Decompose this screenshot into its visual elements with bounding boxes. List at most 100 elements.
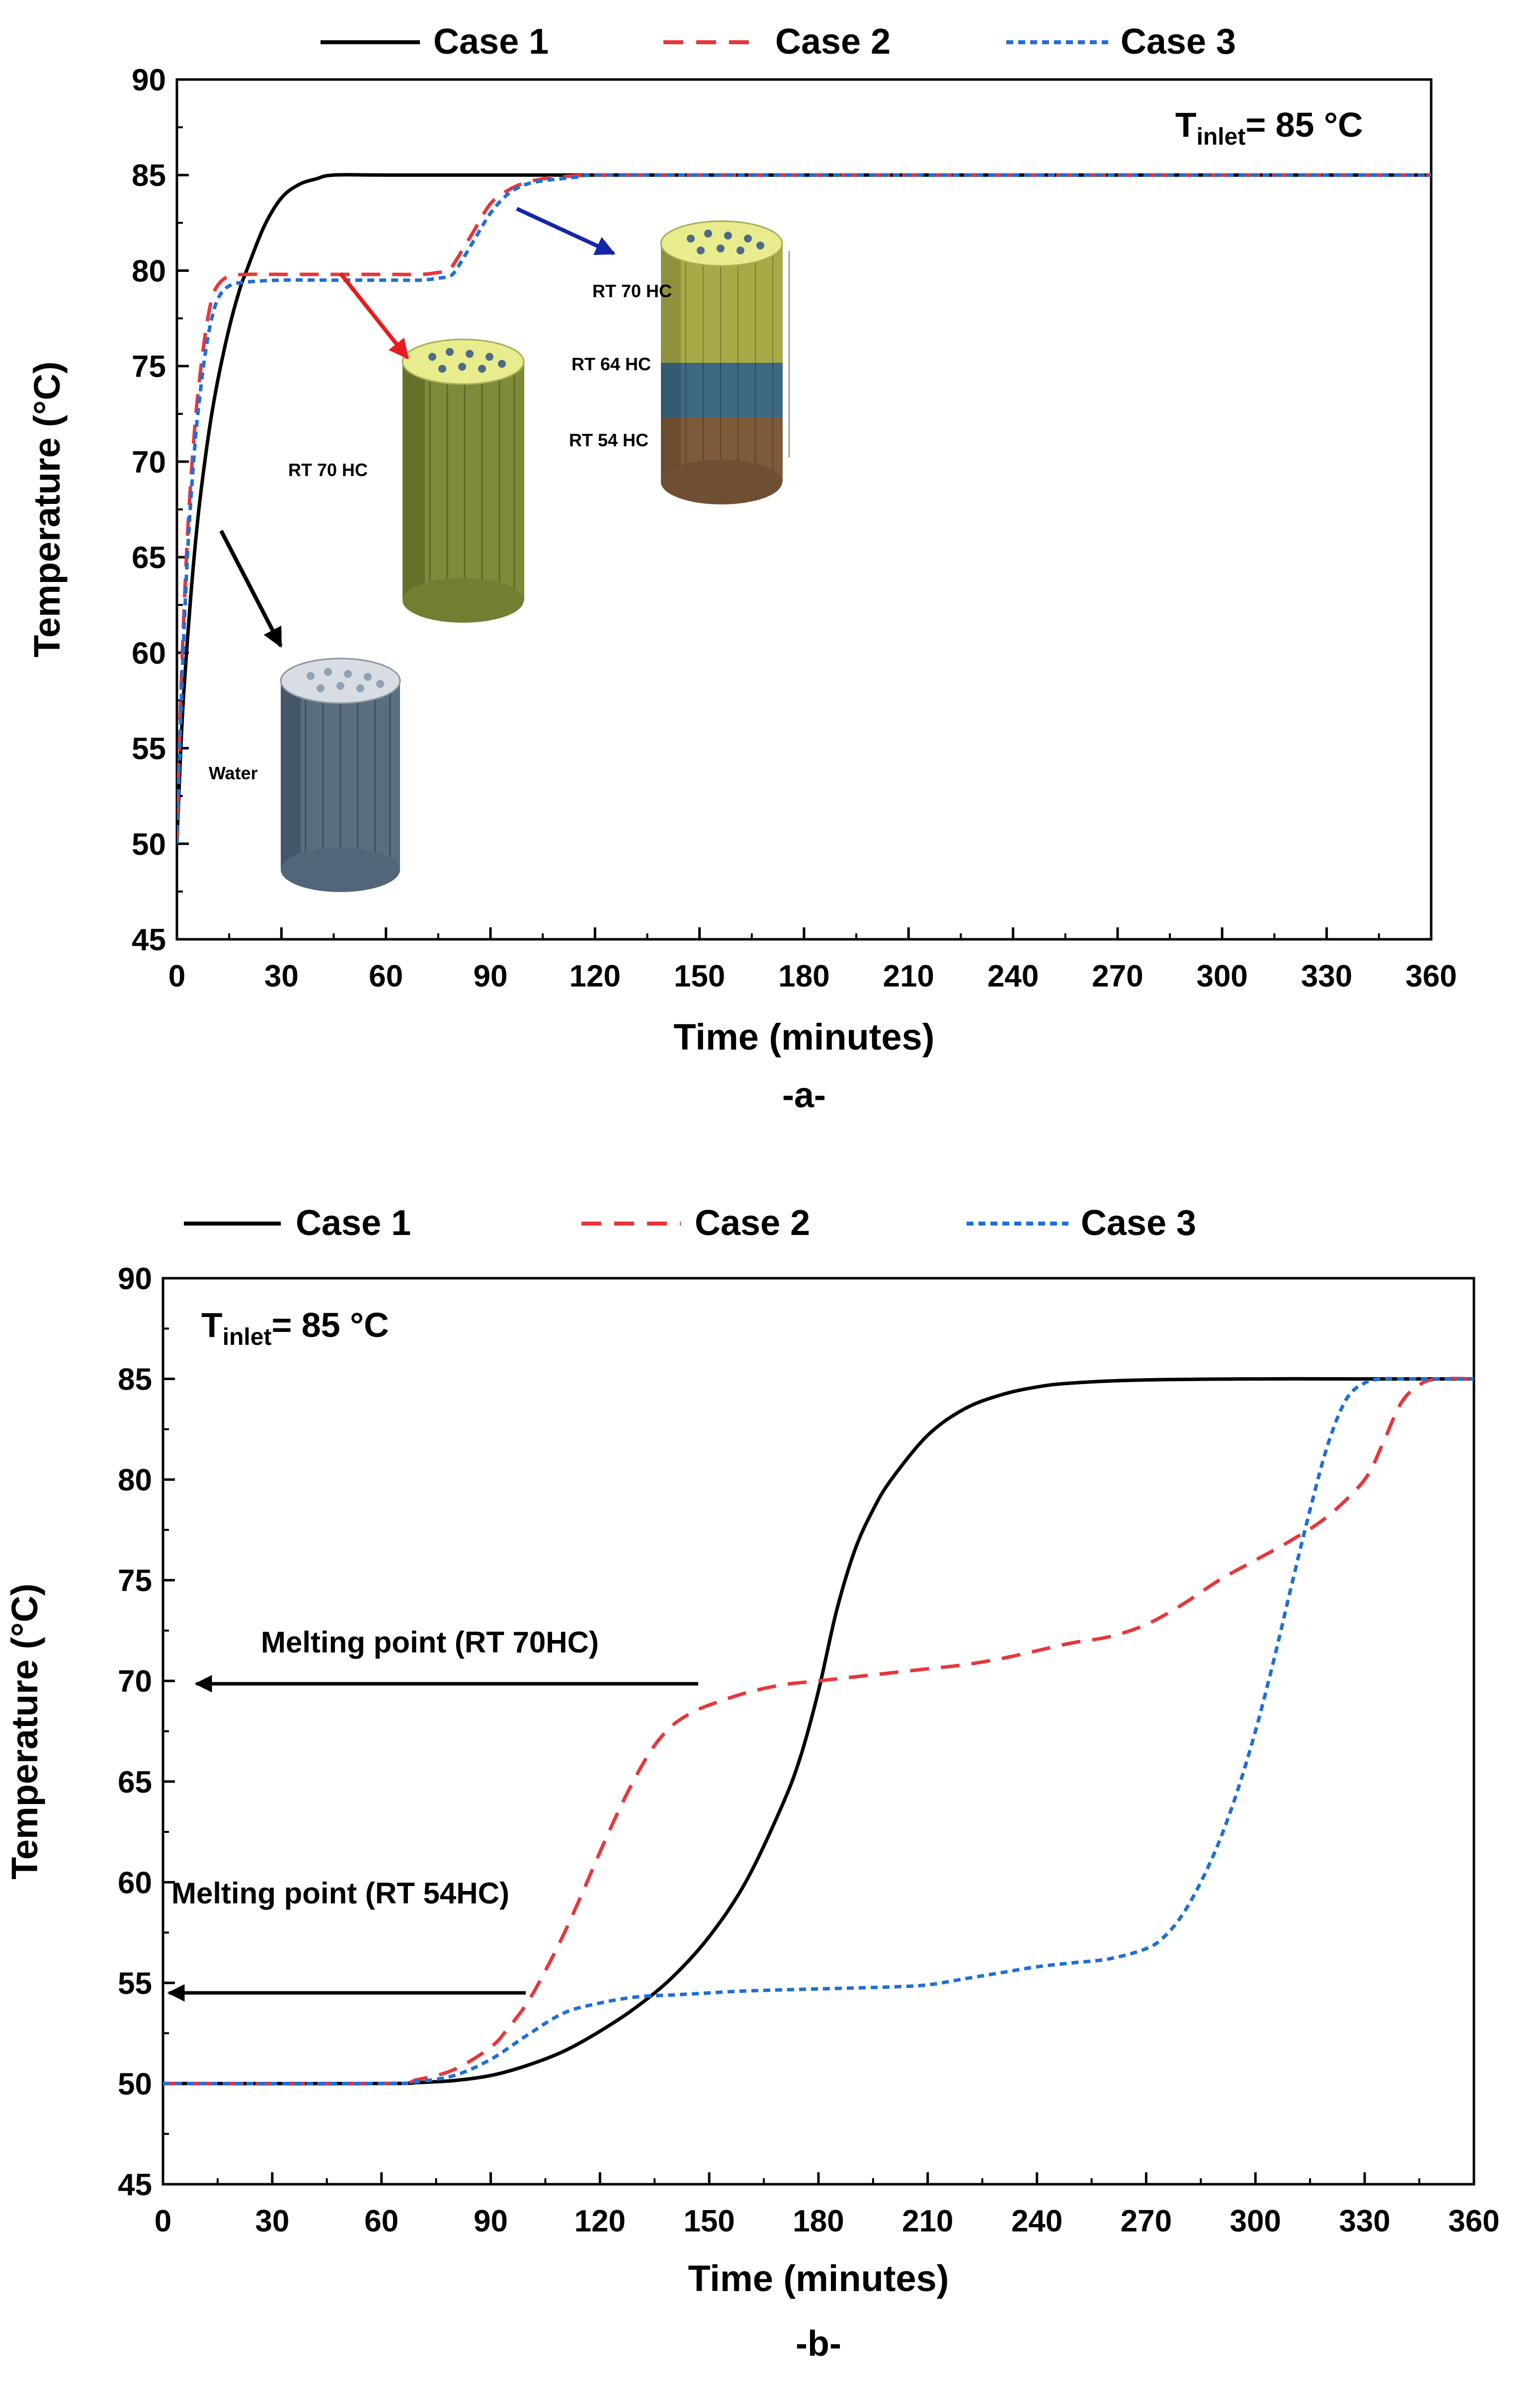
layered-tank-bottom: [661, 460, 782, 504]
x-tick-label: 120: [569, 959, 621, 993]
panel-a-case2-line: [177, 173, 1431, 844]
y-tick-label: 70: [118, 1664, 152, 1699]
panel-b-case3-line: [163, 1377, 1474, 2086]
x-tick-label: 90: [474, 959, 508, 993]
inset-water-tank: Water: [209, 658, 401, 892]
legend-b-case1-label: Case 1: [296, 1203, 411, 1243]
y-axis-label-b: Temperature (°C): [4, 1583, 45, 1880]
x-tick-label: 240: [987, 959, 1039, 993]
y-tick-label: 70: [132, 445, 166, 480]
x-tick-label: 0: [168, 959, 185, 993]
panel-label-b: -b-: [796, 2324, 841, 2364]
panel-a-case1-line: [177, 173, 1431, 844]
x-tick-label: 90: [474, 2204, 508, 2238]
panel-a: Case 1 Case 2 Case 3 0 30 60 90 120 150 180 210…: [26, 22, 1457, 1115]
layered-tank-rt64-layer: [661, 363, 783, 417]
x-tick-label: 150: [683, 2204, 734, 2238]
tinlet-b-rest: = 85 °C: [271, 1306, 389, 1344]
arrow-to-rt70-tank: [338, 272, 409, 360]
y-tick-label: 80: [118, 1463, 152, 1497]
y-tick-label: 65: [132, 541, 166, 575]
layered-tank-label-rt64: RT 64 HC: [571, 354, 651, 374]
x-tick-label: 120: [574, 2204, 626, 2238]
legend-b-case2-label: Case 2: [695, 1203, 810, 1243]
tinlet-a-sub: inlet: [1197, 124, 1246, 150]
plot-area-b: [162, 1277, 1475, 2186]
y-tick-label: 75: [118, 1564, 152, 1598]
y-tick-label: 65: [118, 1765, 152, 1800]
arrow-to-water-tank: [219, 530, 283, 648]
inset-layered-tank: RT 70 HC RT 64 HC RT 54 HC: [569, 220, 790, 504]
x-tick-label: 300: [1197, 959, 1248, 993]
y-tick-label: 55: [132, 732, 166, 766]
panel-b-case2-line: [163, 1377, 1474, 2086]
panel-b-case1-line: [163, 1377, 1474, 2086]
y-tick-label: 50: [118, 2067, 152, 2101]
x-tick-label: 210: [902, 2204, 953, 2238]
y-axis-label-a: Temperature (°C): [26, 361, 68, 658]
layered-tank-label-rt70: RT 70 HC: [592, 281, 672, 301]
x-tick-label: 270: [1121, 2204, 1172, 2238]
y-tick-label: 90: [132, 63, 166, 97]
water-tank-shade: [281, 681, 301, 870]
y-tick-label: 90: [118, 1262, 152, 1296]
rt70-tank-label: RT 70 HC: [288, 460, 368, 480]
legend-a: Case 1 Case 2 Case 3: [321, 22, 1236, 62]
y-tick-label: 45: [132, 923, 166, 957]
x-axis-label-b: Time (minutes): [688, 2258, 949, 2299]
y-tick-label: 80: [132, 254, 166, 288]
y-tick-label: 75: [132, 350, 166, 384]
x-tick-label: 360: [1448, 2204, 1499, 2238]
legend-a-case2-label: Case 2: [775, 22, 891, 62]
tinlet-annotation-a: Tinlet= 85 °C: [1175, 105, 1363, 150]
rt70-tank-shade: [403, 362, 425, 600]
legend-a-case3-label: Case 3: [1121, 22, 1236, 62]
melting-point-rt70-label: Melting point (RT 70HC): [261, 1626, 599, 1659]
legend-b-case3-label: Case 3: [1081, 1203, 1196, 1243]
tinlet-annotation-b: Tinlet= 85 °C: [201, 1306, 389, 1350]
layered-tank-shade: [661, 244, 681, 482]
x-tick-label: 360: [1405, 959, 1457, 993]
y-tick-label: 55: [118, 1967, 152, 2001]
panel-label-a: -a-: [782, 1075, 826, 1115]
legend-a-case1-label: Case 1: [433, 22, 549, 62]
x-tick-label: 270: [1092, 959, 1143, 993]
layered-tank-label-rt54: RT 54 HC: [569, 430, 648, 450]
x-tick-label: 30: [255, 2204, 289, 2238]
tinlet-a-main: T: [1175, 105, 1197, 144]
x-tick-label: 30: [264, 959, 299, 993]
layered-tank-top: [660, 220, 783, 267]
x-tick-label: 330: [1301, 959, 1352, 993]
x-tick-label: 210: [883, 959, 934, 993]
x-tick-label: 60: [369, 959, 403, 993]
tinlet-b-sub: inlet: [223, 1324, 272, 1350]
tinlet-a-rest: = 85 °C: [1245, 105, 1363, 144]
panel-b: Case 1 Case 2 Case 3 0 30 60 90 120 150 180 210…: [4, 1203, 1500, 2364]
legend-b: Case 1 Case 2 Case 3: [184, 1203, 1196, 1243]
ticks-a: 0 30 60 90 120 150 180 210 240 270 300 330 360 45 50 55…: [132, 63, 1457, 993]
water-tank-label: Water: [209, 763, 258, 783]
x-tick-label: 60: [364, 2204, 399, 2238]
y-tick-label: 60: [132, 636, 166, 670]
water-tank-bottom: [281, 847, 400, 892]
y-tick-label: 85: [132, 159, 166, 193]
ticks-b: 0 30 60 90 120 150 180 210 240 270 300 330 360 45 50 55…: [118, 1262, 1500, 2238]
x-tick-label: 300: [1230, 2204, 1281, 2238]
x-tick-label: 0: [155, 2204, 171, 2238]
rt70-tank-top: [402, 338, 525, 385]
x-tick-label: 240: [1011, 2204, 1062, 2238]
y-tick-label: 50: [132, 827, 166, 862]
y-tick-label: 85: [118, 1363, 152, 1397]
x-axis-label-a: Time (minutes): [674, 1016, 935, 1058]
inset-rt70-tank: RT 70 HC: [288, 338, 525, 623]
y-tick-label: 45: [118, 2168, 152, 2202]
x-tick-label: 180: [778, 959, 829, 993]
arrow-to-layered-tank: [516, 207, 616, 255]
melting-point-rt54-label: Melting point (RT 54HC): [171, 1877, 509, 1910]
water-tank-top: [280, 658, 401, 704]
x-tick-label: 330: [1339, 2204, 1390, 2238]
x-tick-label: 180: [793, 2204, 844, 2238]
rt70-tank-bottom: [403, 578, 524, 623]
y-tick-label: 60: [118, 1866, 152, 1900]
